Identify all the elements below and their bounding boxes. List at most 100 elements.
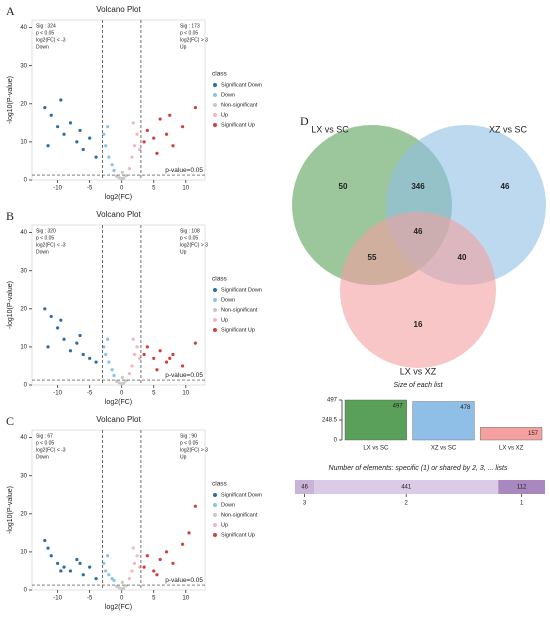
legend-swatch (213, 513, 217, 517)
threshold-label: p-value=0.05 (165, 167, 203, 174)
legend-label: Non-significant (221, 102, 258, 108)
data-point (193, 504, 197, 508)
plot-frame (31, 224, 206, 386)
data-point (135, 132, 139, 136)
legend-label: Significant Up (221, 122, 255, 128)
data-point (56, 326, 60, 330)
legend-label: Significant Down (221, 82, 262, 88)
threshold-label: p-value=0.05 (165, 577, 203, 584)
data-point (131, 121, 135, 125)
annotation: Up (180, 249, 187, 255)
legend-swatch (213, 298, 217, 302)
annotation: log2(FC) > 3 (180, 37, 208, 43)
bar (412, 401, 475, 441)
x-tick-label: LX vs SC (363, 446, 389, 452)
data-point (75, 557, 79, 562)
annotation: Sig : 108 (180, 228, 200, 234)
data-point (155, 573, 159, 577)
legend-label: Up (221, 522, 228, 528)
value-label: 497 (393, 404, 404, 410)
annotation: log2(FC) < -3 (36, 447, 66, 453)
data-point (104, 569, 108, 573)
legend-title: class (212, 481, 228, 488)
data-point (122, 176, 126, 180)
bar (480, 427, 543, 441)
plot-frame (31, 19, 206, 181)
data-point (106, 554, 110, 558)
data-point (46, 546, 50, 550)
y-tick-label: 0 (334, 438, 338, 444)
data-point (81, 573, 85, 577)
bar (344, 399, 407, 441)
data-point (94, 155, 98, 159)
data-point (56, 561, 60, 565)
annotation: Sig : 90 (180, 433, 197, 439)
y-tick-label: 0 (24, 178, 28, 184)
annotation: Up (180, 44, 187, 50)
annotation: log2(FC) > 3 (180, 447, 208, 453)
y-tick-label: 40 (20, 25, 27, 31)
x-tick-label: -10 (53, 596, 62, 602)
data-point (127, 371, 131, 376)
data-point (171, 561, 175, 565)
x-tick-label: -10 (53, 391, 62, 397)
y-tick-label: 30 (20, 268, 27, 274)
annotation: Sig : 320 (36, 228, 56, 234)
data-point (152, 356, 156, 360)
venn-set (340, 212, 496, 368)
panel-label: B (6, 209, 14, 223)
y-tick-label: 248.5 (322, 418, 338, 424)
annotation: p < 0.05 (180, 440, 198, 446)
y-tick-label: 30 (20, 63, 27, 69)
data-point (168, 356, 172, 360)
data-point (158, 557, 162, 562)
data-point (112, 578, 116, 583)
data-point (75, 341, 79, 345)
data-point (49, 554, 53, 558)
legend-swatch (213, 93, 217, 97)
data-point (43, 106, 47, 110)
data-point (142, 352, 146, 357)
data-point (49, 113, 53, 117)
data-point (155, 368, 159, 372)
x-tick-label: 10 (182, 596, 189, 602)
data-point (131, 546, 135, 550)
threshold-label: p-value=0.05 (165, 372, 203, 379)
legend-swatch (213, 113, 217, 117)
data-point (88, 356, 92, 360)
legend-label: Up (221, 112, 228, 118)
data-point (112, 168, 116, 173)
x-tick-label: 5 (152, 391, 156, 397)
x-tick-label: 1 (520, 501, 524, 507)
data-point (110, 368, 114, 372)
y-tick-label: 40 (20, 230, 27, 236)
data-point (132, 352, 137, 357)
x-tick-label: -5 (87, 186, 93, 192)
legend-label: Down (221, 92, 235, 98)
y-tick-label: 10 (20, 344, 27, 350)
x-tick-label: 10 (182, 391, 189, 397)
data-point (94, 360, 98, 364)
data-point (180, 364, 185, 368)
data-point (78, 333, 82, 338)
chart-title: Volcano Plot (96, 415, 141, 424)
data-point (117, 176, 121, 180)
data-point (102, 345, 106, 349)
legend-label: Non-significant (221, 307, 258, 313)
data-point (130, 569, 134, 573)
x-axis-label: log2(FC) (105, 399, 132, 406)
plot-frame (31, 429, 206, 591)
annotation: p < 0.05 (180, 30, 198, 36)
data-point (145, 128, 149, 133)
region-count: 50 (339, 182, 348, 191)
data-point (46, 144, 50, 148)
data-point (106, 337, 110, 341)
data-point (68, 349, 73, 353)
data-point (81, 352, 85, 357)
region-count: 16 (414, 320, 423, 329)
legend-swatch (213, 503, 217, 507)
data-point (107, 155, 111, 159)
legend-swatch (213, 523, 217, 527)
legend-swatch (213, 83, 217, 87)
